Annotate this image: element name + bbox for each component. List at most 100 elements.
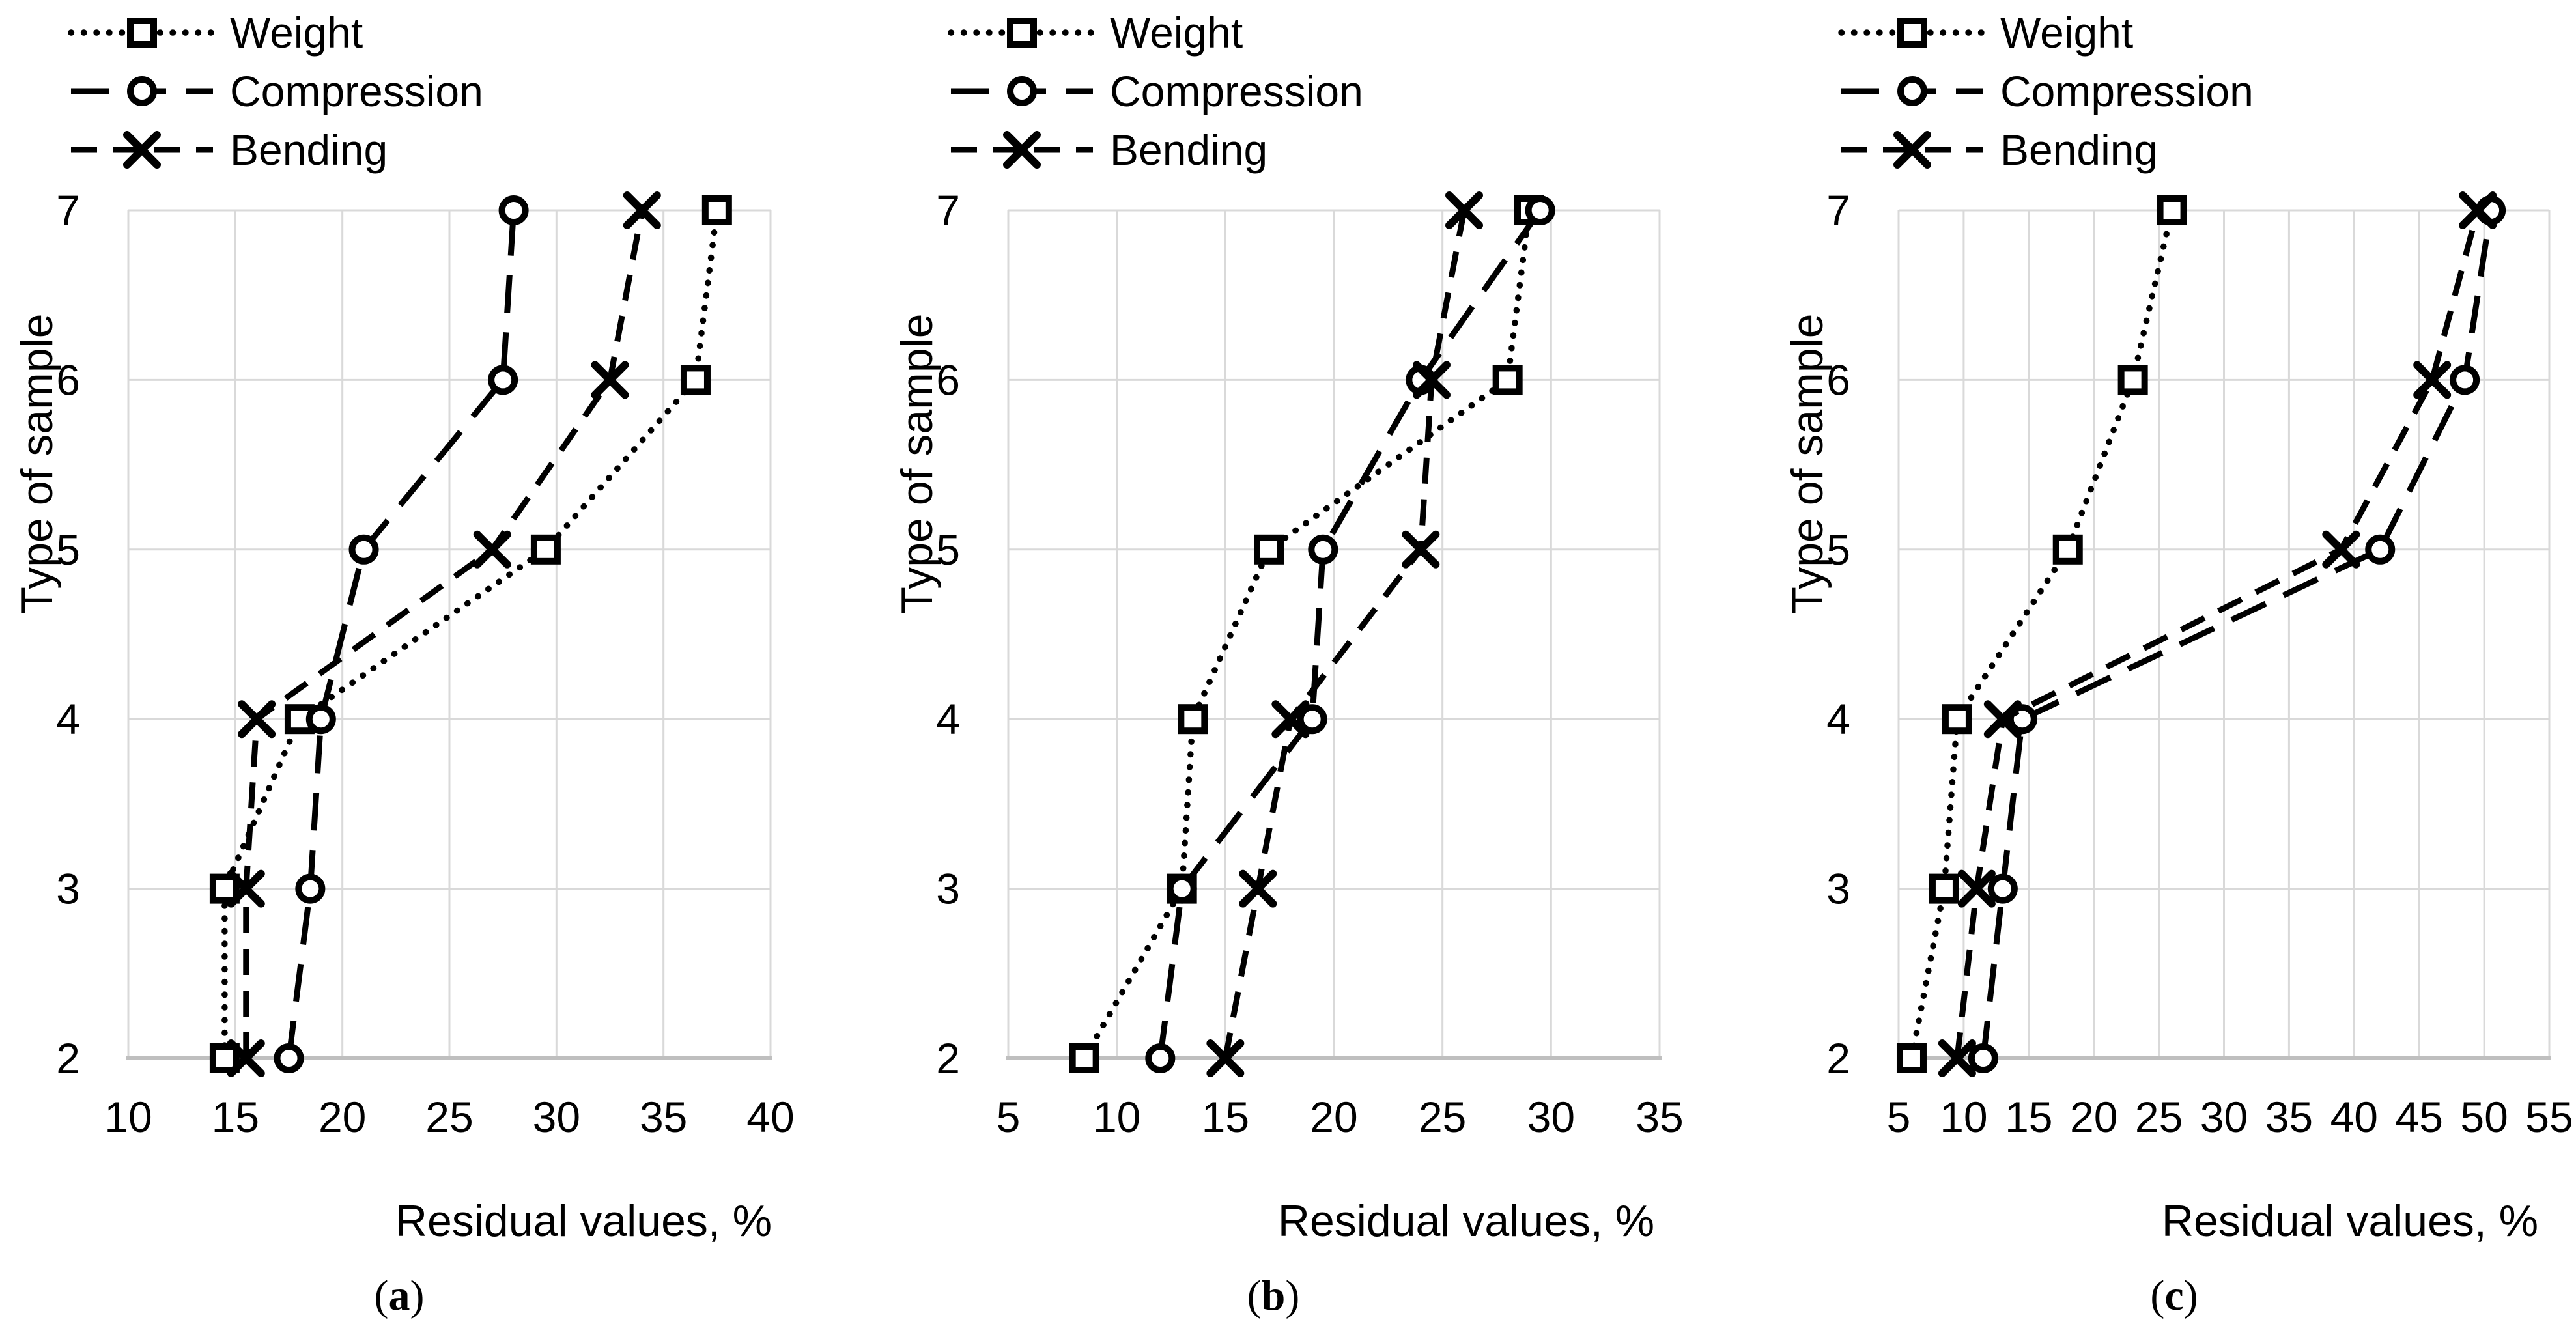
marker-x-a-s6: [591, 361, 629, 399]
series-bending-line: [1222, 210, 1467, 1059]
x-tick-label: 35: [640, 1093, 687, 1141]
marker-square-c-s7: [2157, 195, 2187, 225]
caption-c: (c): [2076, 1273, 2272, 1319]
chart-a: 10 15 20 25 30 35 40 2 3 4 5 6 7 Weight Compression Ben…: [56, 8, 794, 1141]
caption-c-letter: c: [2164, 1272, 2184, 1319]
marker-circle-b-s3: [1167, 873, 1197, 904]
marker-x-a-s4: [238, 700, 276, 739]
series-weight-line: [1908, 207, 2175, 1062]
marker-circle-a-s2: [274, 1043, 304, 1073]
y-tick-label: 5: [1826, 526, 1850, 574]
chart-b-tick-labels: 5 10 15 20 25 30 35 2 3 4 5 6 7: [936, 186, 1683, 1141]
series-compression-a: [274, 195, 529, 1073]
y-tick-label: 2: [56, 1034, 80, 1082]
series-compression-line: [1157, 208, 1543, 1059]
y-axis-title-b: Type of sample: [892, 313, 942, 614]
legend-a: Weight Compression Bending: [68, 8, 483, 174]
legend-b: Weight Compression Bending: [948, 8, 1363, 174]
caption-a-close: ): [410, 1272, 425, 1319]
x-tick-label: 55: [2525, 1093, 2573, 1141]
series-bending-b: [1206, 191, 1483, 1077]
marker-x-a-s3: [227, 869, 265, 908]
legend-label-compression: Compression: [230, 67, 483, 115]
marker-x-c-s7: [2459, 191, 2497, 229]
y-tick-label: 3: [936, 865, 960, 913]
marker-x-b-s4: [1271, 700, 1310, 739]
y-tick-label: 6: [56, 356, 80, 404]
legend-label-bending: Bending: [2000, 126, 2158, 174]
legend-label-bending: Bending: [230, 126, 388, 174]
marker-square-legend-b-0: [1007, 18, 1037, 48]
chart-b: 5 10 15 20 25 30 35 2 3 4 5 6 7 Weight Compression Bend…: [936, 8, 1683, 1141]
marker-circle-c-s6: [2450, 365, 2480, 395]
series-compression-line: [286, 210, 517, 1059]
series-weight-c: [1896, 195, 2187, 1073]
x-tick-label: 45: [2395, 1093, 2442, 1141]
caption-a-letter: a: [388, 1272, 410, 1319]
x-tick-label: 10: [104, 1093, 152, 1141]
marker-x-a-s2: [227, 1039, 265, 1077]
caption-c-open: (: [2150, 1272, 2165, 1319]
marker-square-c-s3: [1929, 873, 1959, 904]
marker-circle-a-s4: [305, 704, 336, 735]
marker-square-c-s4: [1942, 704, 1972, 735]
caption-a-open: (: [374, 1272, 389, 1319]
marker-circle-a-s3: [295, 873, 326, 904]
marker-square-a-s5: [530, 534, 561, 565]
marker-square-c-s6: [2117, 365, 2148, 395]
series-compression-c: [1968, 195, 2506, 1073]
marker-x-legend-c-2: [1893, 131, 1931, 169]
x-tick-label: 30: [533, 1093, 580, 1141]
y-axis-title-a: Type of sample: [12, 313, 62, 614]
marker-x-c-s4: [1983, 700, 2022, 739]
series-compression-b: [1145, 195, 1555, 1073]
marker-square-b-s4: [1178, 704, 1208, 735]
marker-x-c-s6: [2413, 361, 2452, 399]
marker-x-b-s3: [1239, 869, 1277, 908]
y-tick-label: 7: [1826, 186, 1850, 234]
chart-a-tick-labels: 10 15 20 25 30 35 40 2 3 4 5 6 7: [56, 186, 794, 1141]
y-tick-label: 4: [56, 695, 80, 743]
series-weight-line: [1081, 207, 1533, 1062]
legend-label-weight: Weight: [2000, 8, 2133, 57]
marker-x-b-s5: [1402, 530, 1440, 569]
series-weight-a: [209, 195, 732, 1073]
marker-x-c-s5: [2322, 530, 2360, 569]
x-tick-label: 15: [2005, 1093, 2052, 1141]
series-weight-b: [1069, 195, 1544, 1073]
marker-square-legend-a-0: [127, 18, 157, 48]
y-axis-title-c: Type of sample: [1783, 313, 1832, 614]
x-tick-label: 10: [1093, 1093, 1140, 1141]
marker-circle-legend-c-1: [1897, 76, 1927, 106]
marker-circle-b-s5: [1308, 534, 1338, 565]
marker-circle-b-s7: [1525, 195, 1555, 225]
x-tick-label: 35: [1635, 1093, 1683, 1141]
chart-a-gridlines: [127, 209, 772, 1060]
marker-circle-a-s6: [488, 365, 518, 395]
marker-x-legend-b-2: [1003, 131, 1041, 169]
legend-label-weight: Weight: [230, 8, 363, 57]
y-tick-label: 5: [936, 526, 960, 574]
y-tick-label: 3: [1826, 865, 1850, 913]
marker-x-a-s7: [623, 191, 661, 229]
x-tick-label: 5: [997, 1093, 1021, 1141]
marker-square-c-s2: [1896, 1043, 1927, 1073]
series-bending-c: [1938, 191, 2497, 1077]
x-tick-label: 20: [318, 1093, 366, 1141]
marker-circle-a-s7: [498, 195, 529, 225]
caption-b-open: (: [1247, 1272, 1262, 1319]
chart-c: 5 10 15 20 25 30 35 40 45 50 55234567WeightCompres…: [1826, 8, 2573, 1141]
marker-circle-c-s2: [1968, 1043, 1998, 1073]
x-tick-label: 10: [1940, 1093, 1987, 1141]
marker-x-c-s2: [1938, 1039, 1976, 1077]
x-tick-label: 15: [212, 1093, 259, 1141]
caption-b-letter: b: [1261, 1272, 1286, 1319]
x-axis-title-b: Residual values, %: [1277, 1196, 1655, 1246]
marker-square-b-s6: [1492, 365, 1523, 395]
marker-circle-b-s2: [1145, 1043, 1176, 1073]
x-tick-label: 40: [746, 1093, 794, 1141]
legend-label-weight: Weight: [1110, 8, 1243, 57]
marker-circle-legend-a-1: [127, 76, 157, 106]
